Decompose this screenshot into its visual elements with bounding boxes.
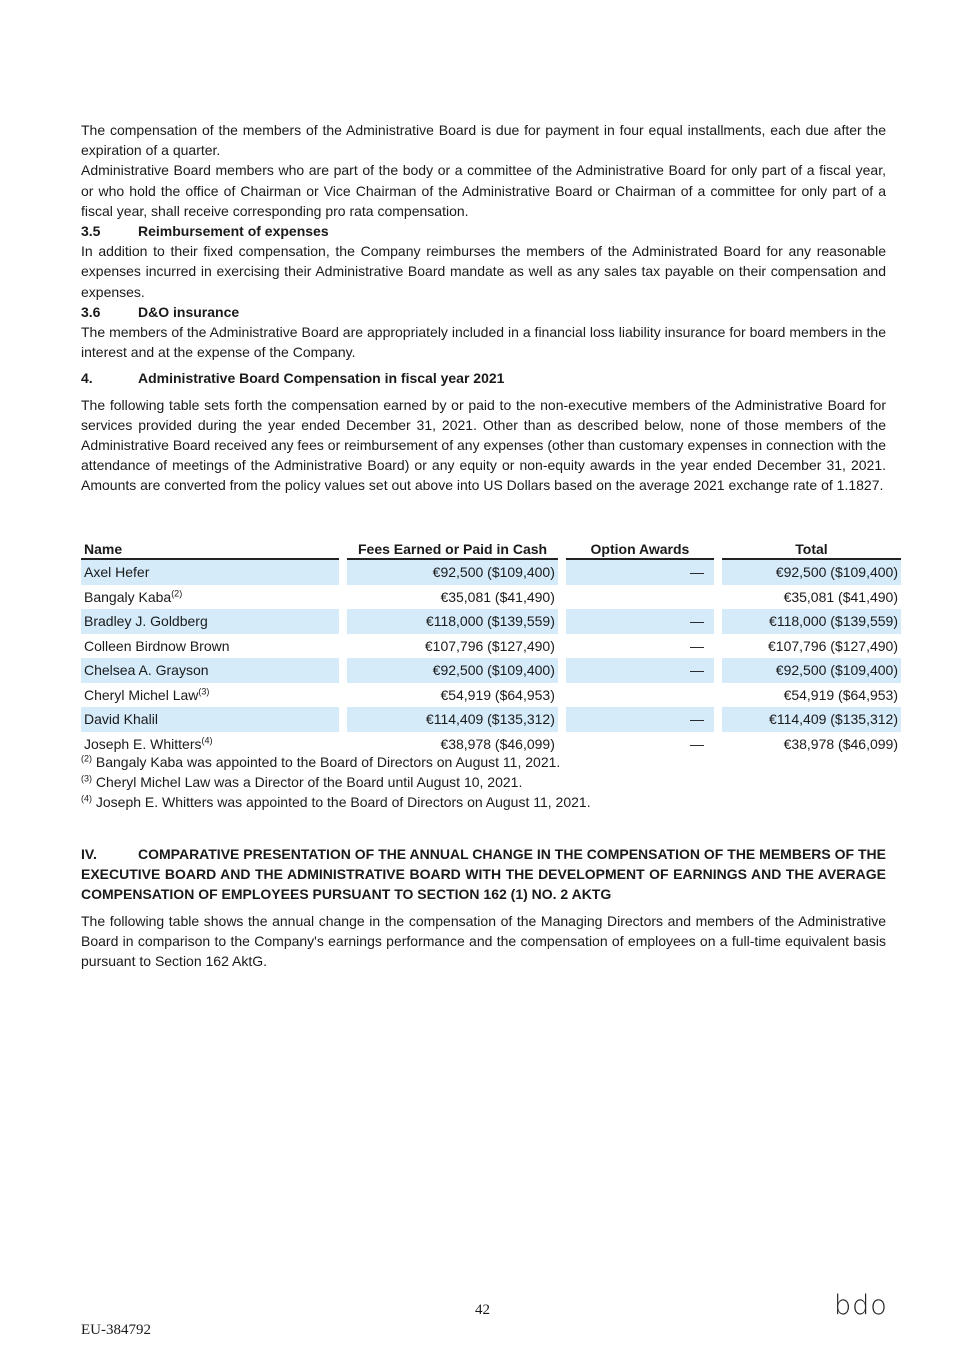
cell-name: Joseph E. Whitters(4) — [84, 734, 213, 752]
paragraph: The members of the Administrative Board … — [81, 324, 886, 361]
table-row: David Khalil €114,409 ($135,312) — €114,409… — [81, 707, 901, 732]
section-iv-heading: IV. COMPARATIVE PRESENTATION OF THE ANNUA… — [81, 846, 886, 903]
table-row: Bangaly Kaba(2) €35,081 ($41,490) €35,081 … — [81, 585, 901, 610]
cell-option-awards: — — [565, 609, 714, 634]
cell-total: €92,500 ($109,400) — [721, 658, 901, 683]
cell-option-awards: — — [565, 707, 714, 732]
cell-name: Bangaly Kaba(2) — [84, 587, 183, 605]
heading-4: 4. Administrative Board Compensation in f… — [81, 370, 505, 387]
cell-option-awards: — — [689, 735, 704, 752]
cell-name: Cheryl Michel Law(3) — [84, 685, 210, 703]
cell-name: Axel Hefer — [81, 560, 340, 585]
footnote-mark: (3) — [198, 685, 210, 696]
cell-fees: €92,500 ($109,400) — [347, 560, 558, 585]
cell-total: €92,500 ($109,400) — [721, 560, 901, 585]
paragraph: The compensation of the members of the A… — [81, 122, 886, 159]
cell-option-awards — [566, 585, 714, 610]
footnote-mark: (4) — [201, 734, 213, 745]
cell-fees: €35,081 ($41,490) — [440, 588, 555, 605]
cell-fees: €118,000 ($139,559) — [347, 609, 558, 634]
cell-fees: €38,978 ($46,099) — [440, 735, 555, 752]
col-option-awards: Option Awards — [565, 540, 714, 560]
cell-option-awards — [566, 683, 714, 708]
cell-option-awards: — — [689, 637, 704, 654]
document-id: EU-384792 — [81, 1322, 151, 1338]
table-row: Colleen Birdnow Brown €107,796 ($127,490)… — [81, 634, 901, 659]
footnotes: (2) Bangaly Kaba was appointed to the Bo… — [81, 752, 591, 812]
table-header: Name Fees Earned or Paid in Cash Option … — [81, 540, 901, 560]
cell-option-awards: — — [565, 560, 714, 585]
cell-total: €107,796 ($127,490) — [768, 637, 898, 654]
footnote: (2) Bangaly Kaba was appointed to the Bo… — [81, 753, 561, 770]
col-fees: Fees Earned or Paid in Cash — [347, 540, 558, 560]
cell-name: Colleen Birdnow Brown — [84, 637, 230, 654]
cell-total: €38,978 ($46,099) — [783, 735, 898, 752]
cell-fees: €92,500 ($109,400) — [347, 658, 558, 683]
footnote-mark: (2) — [171, 587, 183, 598]
cell-name: Bradley J. Goldberg — [81, 609, 340, 634]
cell-total: €114,409 ($135,312) — [721, 707, 901, 732]
compensation-table: Name Fees Earned or Paid in Cash Option … — [73, 540, 909, 756]
table-row: Joseph E. Whitters(4) €38,978 ($46,099) — €… — [81, 732, 901, 757]
cell-fees: €107,796 ($127,490) — [424, 637, 555, 654]
page-number: 42 — [475, 1302, 490, 1318]
cell-total: €35,081 ($41,490) — [783, 588, 898, 605]
heading-3-6: 3.6 D&O insurance — [81, 303, 240, 320]
table-row: Chelsea A. Grayson €92,500 ($109,400) — €92… — [81, 658, 901, 683]
bdo-logo: bdo — [834, 1290, 888, 1321]
body-text: The compensation of the members of the A… — [81, 120, 886, 496]
col-name: Name — [81, 540, 340, 560]
cell-name: David Khalil — [81, 707, 340, 732]
cell-fees: €54,919 ($64,953) — [440, 686, 555, 703]
paragraph: Administrative Board members who are par… — [81, 162, 886, 219]
cell-fees: €114,409 ($135,312) — [347, 707, 558, 732]
table-row: Bradley J. Goldberg €118,000 ($139,559) — €… — [81, 609, 901, 634]
paragraph: The following table sets forth the compe… — [81, 396, 886, 494]
col-total: Total — [721, 540, 901, 560]
cell-option-awards: — — [565, 658, 714, 683]
paragraph: In addition to their fixed compensation,… — [81, 243, 886, 300]
cell-total: €118,000 ($139,559) — [721, 609, 901, 634]
paragraph: The following table shows the annual cha… — [81, 912, 886, 970]
table-row: Axel Hefer €92,500 ($109,400) — €92,500 ($1… — [81, 560, 901, 585]
section-iv: IV. COMPARATIVE PRESENTATION OF THE ANNUA… — [81, 844, 886, 971]
cell-total: €54,919 ($64,953) — [783, 686, 898, 703]
footnote: (3) Cheryl Michel Law was a Director of … — [81, 773, 523, 790]
cell-name: Chelsea A. Grayson — [81, 658, 340, 683]
heading-3-5: 3.5 Reimbursement of expenses — [81, 223, 329, 240]
footnote: (4) Joseph E. Whitters was appointed to … — [81, 793, 591, 810]
table-row: Cheryl Michel Law(3) €54,919 ($64,953) €54… — [81, 683, 901, 708]
